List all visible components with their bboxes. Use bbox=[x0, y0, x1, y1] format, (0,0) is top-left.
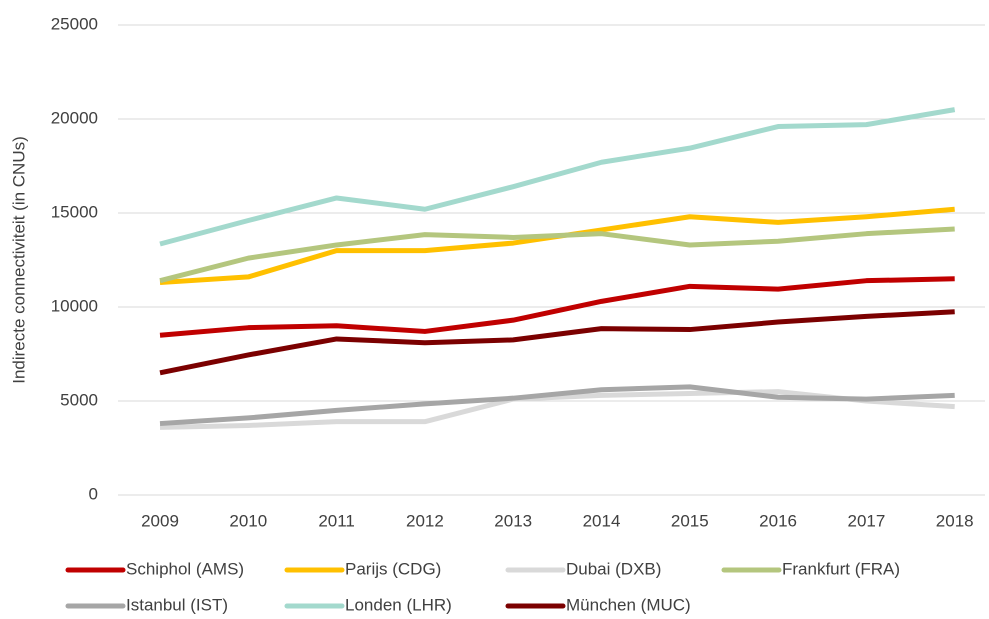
legend-label: Dubai (DXB) bbox=[566, 559, 661, 578]
legend-label: München (MUC) bbox=[566, 595, 691, 614]
x-tick-label: 2016 bbox=[759, 511, 797, 530]
x-tick-label: 2013 bbox=[494, 511, 532, 530]
y-axis-label: Indirecte connectiviteit (in CNUs) bbox=[9, 136, 28, 384]
y-tick-label: 15000 bbox=[51, 202, 98, 221]
series-line bbox=[159, 276, 955, 338]
series-line bbox=[159, 384, 955, 427]
y-tick-label: 10000 bbox=[51, 296, 98, 315]
x-tick-label: 2015 bbox=[671, 511, 709, 530]
y-tick-label: 0 bbox=[89, 484, 98, 503]
y-tick-label: 25000 bbox=[51, 14, 98, 33]
x-tick-label: 2014 bbox=[583, 511, 621, 530]
x-tick-label: 2012 bbox=[406, 511, 444, 530]
series-line bbox=[159, 226, 955, 284]
x-tick-label: 2017 bbox=[847, 511, 885, 530]
legend-label: Istanbul (IST) bbox=[126, 595, 228, 614]
series-line bbox=[159, 107, 956, 247]
x-tick-label: 2018 bbox=[936, 511, 974, 530]
series-line bbox=[159, 309, 955, 376]
x-tick-label: 2010 bbox=[229, 511, 267, 530]
legend-label: Londen (LHR) bbox=[345, 595, 452, 614]
series-line bbox=[159, 206, 955, 286]
x-tick-label: 2011 bbox=[318, 511, 355, 530]
x-tick-label: 2009 bbox=[141, 511, 179, 530]
legend-label: Schiphol (AMS) bbox=[126, 559, 244, 578]
y-tick-label: 5000 bbox=[60, 390, 98, 409]
y-tick-label: 20000 bbox=[51, 108, 98, 127]
legend-label: Frankfurt (FRA) bbox=[782, 559, 900, 578]
legend-label: Parijs (CDG) bbox=[345, 559, 441, 578]
